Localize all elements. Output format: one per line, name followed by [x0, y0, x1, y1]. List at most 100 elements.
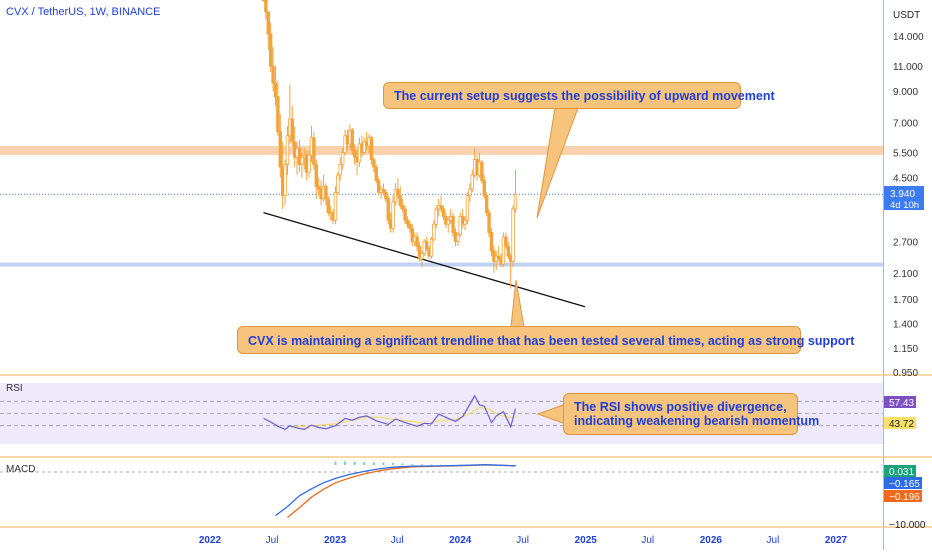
price-tick-label: 2.700 [893, 237, 918, 248]
candle-body [482, 180, 486, 196]
candle-body [403, 208, 407, 221]
macd-pane[interactable]: MACD [0, 461, 883, 519]
rsi-callout-line2: indicating weakening bearish momentum [574, 414, 820, 428]
macd-histogram-bar [353, 461, 356, 465]
macd-histogram-bar [392, 462, 395, 465]
countdown-value: 4d 10h [890, 200, 919, 211]
macd-value-badge [884, 477, 922, 489]
price-tick-label: 1.700 [893, 295, 918, 306]
rsi-ma-line [289, 406, 516, 428]
candle-body [391, 201, 395, 229]
rsi-ma-value: 43.72 [889, 419, 914, 430]
candle-body [290, 118, 294, 143]
macd-histogram-bar [430, 464, 433, 466]
top-callout: The current setup suggests the possibili… [383, 82, 775, 109]
candle-body [333, 191, 338, 221]
time-tick-label: 2023 [324, 535, 347, 546]
macd-histogram-bar [344, 461, 347, 465]
price-tick-label: 2.100 [893, 269, 918, 280]
macd-label: MACD [6, 464, 35, 475]
rsi-ma-value-badge [884, 417, 916, 429]
candle-body [350, 129, 354, 151]
candle-body [398, 195, 402, 206]
price-badge-bg [884, 186, 924, 210]
price-tick-label: 1.150 [893, 344, 918, 355]
time-tick-label: Jul [516, 535, 529, 546]
currency-label: USDT [893, 10, 920, 21]
candle-body [470, 174, 474, 190]
candles [261, 0, 518, 289]
candle-body [352, 149, 357, 158]
candle-body [396, 188, 400, 196]
candle-body [429, 238, 434, 257]
rsi-label: RSI [6, 383, 23, 394]
price-tick-label: 9.000 [893, 87, 918, 98]
candle-body [513, 193, 518, 210]
candle-body [276, 96, 280, 133]
candle-body [496, 255, 501, 260]
candle-body [338, 164, 342, 176]
candle-body [326, 198, 330, 214]
macd-value: −0.165 [889, 479, 920, 490]
candle-body [314, 164, 318, 187]
candle-body [400, 205, 405, 210]
candle-body [384, 191, 388, 200]
price-pane[interactable] [0, 0, 883, 308]
macd-histogram-bar [363, 461, 366, 465]
macd-histogram-bar [372, 462, 375, 465]
price-tick-label: 14.000 [893, 32, 924, 43]
macd-line [275, 464, 516, 517]
macd-histogram-badge [884, 465, 916, 477]
rsi-line [263, 394, 517, 431]
candle-body [451, 216, 455, 233]
candle-body [362, 141, 366, 154]
top-callout-text: The current setup suggests the possibili… [394, 89, 775, 103]
candle-body [374, 166, 378, 181]
price-axis[interactable]: 14.000 11.000 9.000 7.000 5.500 4.500 2.700 2.1… [893, 32, 924, 379]
price-tick-label: 4.500 [893, 174, 918, 185]
macd-histogram-value: 0.031 [889, 467, 914, 478]
candle-body [415, 236, 419, 247]
candle-body [501, 236, 506, 265]
time-tick-label: Jul [641, 535, 654, 546]
candle-body [417, 245, 422, 260]
bottom-callout-text: CVX is maintaining a significant trendli… [248, 334, 855, 348]
candle-body [324, 185, 328, 200]
candle-body [480, 161, 484, 181]
candle-body [300, 156, 304, 165]
time-tick-label: 2027 [825, 535, 848, 546]
time-tick-label: 2025 [575, 535, 598, 546]
price-tick-label: 7.000 [893, 119, 918, 130]
rsi-value-badge [884, 396, 916, 408]
candle-body [458, 216, 462, 236]
candle-body [336, 174, 340, 193]
candle-body [511, 208, 515, 262]
candle-body [465, 195, 470, 221]
candle-body [273, 82, 278, 98]
support-trendline [263, 212, 586, 308]
candle-body [268, 33, 273, 67]
time-tick-label: Jul [767, 535, 780, 546]
time-tick-label: Jul [391, 535, 404, 546]
candle-body [504, 236, 508, 247]
macd-axis-tick: −10.000 [889, 520, 926, 531]
candle-body [266, 11, 270, 35]
resistance-zone [0, 146, 883, 155]
current-price-value: 3.940 [890, 189, 915, 200]
candle-body [432, 223, 436, 240]
time-tick-label: 2024 [449, 535, 472, 546]
candle-body [468, 188, 472, 196]
chart-title: CVX / TetherUS, 1W, BINANCE [6, 6, 161, 18]
candle-body [441, 208, 446, 217]
rsi-badges: 57.43 43.72 [884, 396, 916, 430]
candle-body [312, 137, 316, 165]
candle-body [446, 219, 450, 225]
candle-body [307, 154, 311, 173]
time-axis[interactable]: 2022 Jul 2023 Jul 2024 Jul 2025 Jul 2026 Jul 2027 [199, 535, 848, 546]
candle-body [369, 137, 374, 161]
candle-body [264, 0, 268, 13]
candle-body [463, 219, 467, 225]
candle-body [456, 234, 460, 242]
price-tick-label: 1.400 [893, 319, 918, 330]
bottom-callout: CVX is maintaining a significant trendli… [237, 326, 854, 354]
